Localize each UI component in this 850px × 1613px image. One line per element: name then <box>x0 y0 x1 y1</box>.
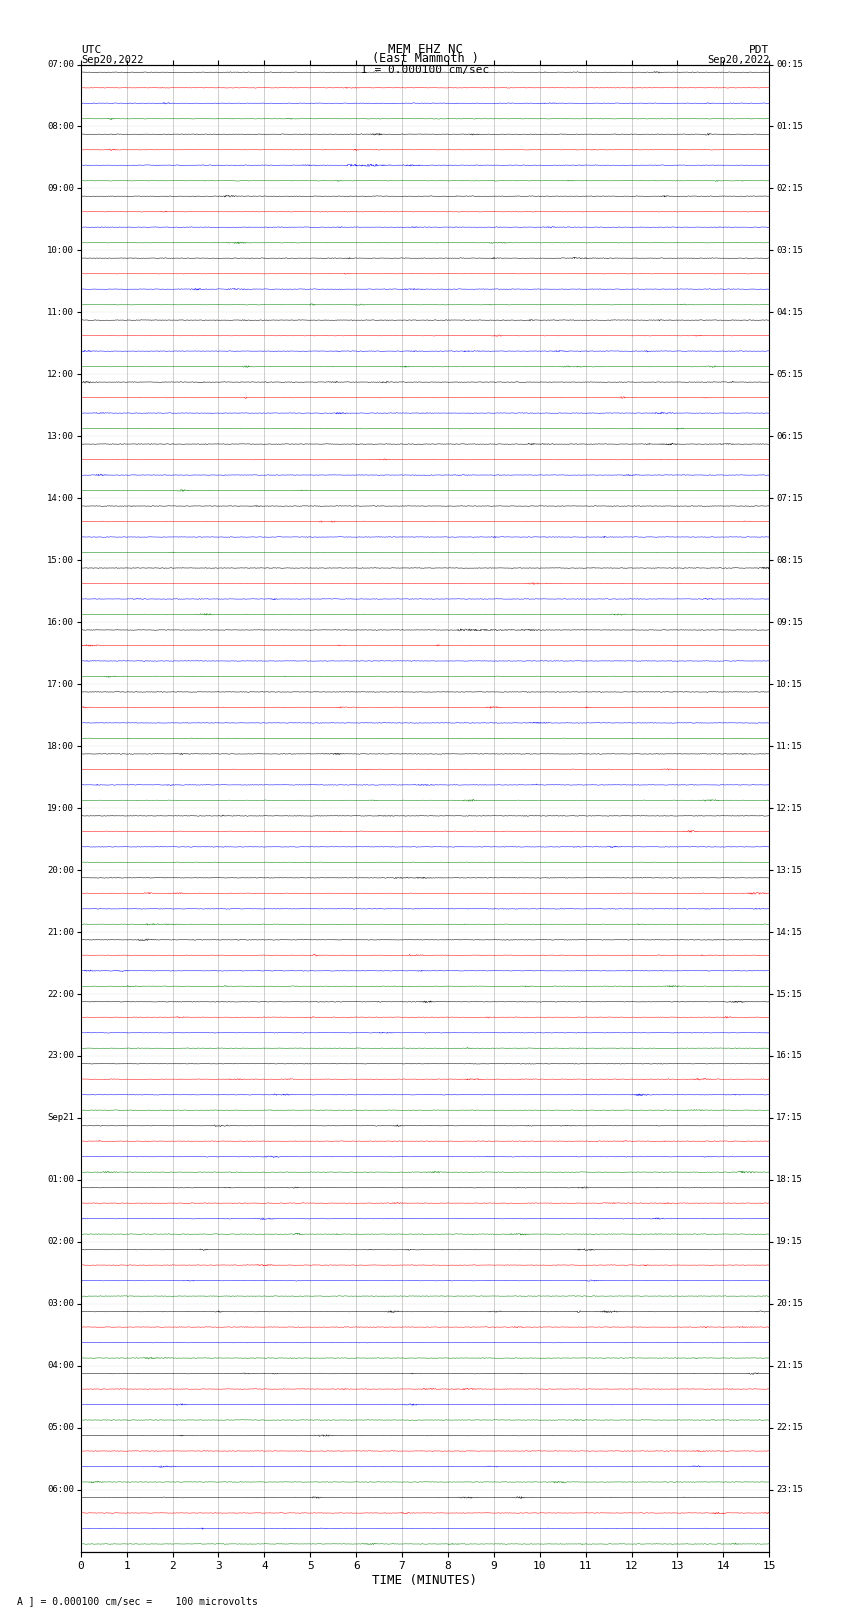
Text: UTC: UTC <box>81 45 101 55</box>
X-axis label: TIME (MINUTES): TIME (MINUTES) <box>372 1574 478 1587</box>
Text: A ] = 0.000100 cm/sec =    100 microvolts: A ] = 0.000100 cm/sec = 100 microvolts <box>17 1597 258 1607</box>
Text: MEM EHZ NC: MEM EHZ NC <box>388 42 462 56</box>
Text: Sep20,2022: Sep20,2022 <box>706 55 769 65</box>
Text: PDT: PDT <box>749 45 769 55</box>
Text: Sep20,2022: Sep20,2022 <box>81 55 144 65</box>
Text: I = 0.000100 cm/sec: I = 0.000100 cm/sec <box>361 65 489 76</box>
Text: (East Mammoth ): (East Mammoth ) <box>371 52 479 65</box>
